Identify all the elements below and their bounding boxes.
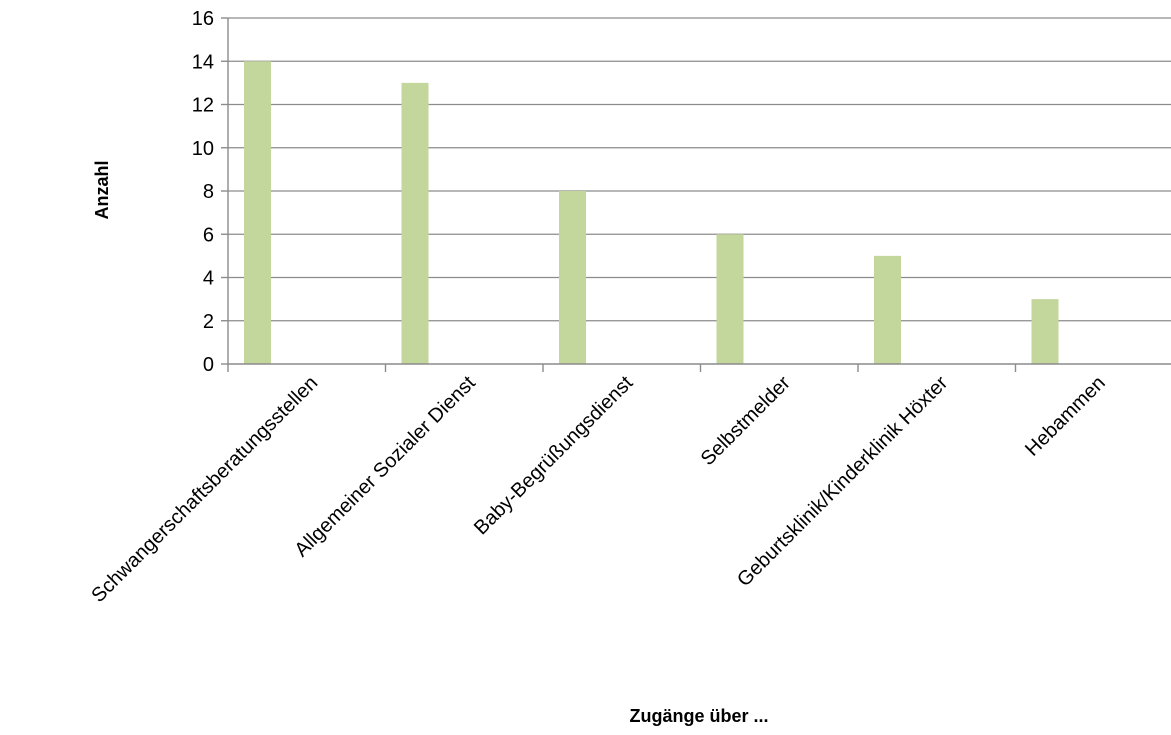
- bar: [559, 191, 586, 364]
- y-tick-label: 4: [203, 268, 214, 290]
- bar: [1031, 299, 1059, 364]
- y-tick-label: 0: [203, 354, 214, 376]
- x-tick-label: Selbstmelder: [697, 372, 795, 470]
- y-axis-title: Anzahl: [92, 160, 112, 219]
- x-tick-label: Baby-Begrüßungsdienst: [470, 372, 638, 540]
- bar: [401, 82, 429, 364]
- y-tick-labels: 0 2 4 6 8 10 12 14 16: [192, 8, 214, 376]
- axes: [221, 17, 1171, 372]
- y-tick-label: 12: [192, 95, 214, 117]
- x-tick-label: Allgemeiner Sozialer Dienst: [291, 372, 481, 562]
- y-tick-label: 2: [203, 311, 214, 333]
- bars: [244, 61, 1059, 364]
- y-tick-label: 10: [192, 138, 214, 160]
- bar: [244, 61, 271, 364]
- x-tick-label: Schwangerschaftsberatungsstellen: [87, 372, 322, 607]
- bar: [716, 234, 744, 364]
- y-tick-label: 8: [203, 181, 214, 203]
- gridlines: [228, 17, 1171, 322]
- bar: [874, 255, 901, 364]
- x-tick-labels: SchwangerschaftsberatungsstellenAllgemei…: [87, 372, 1109, 607]
- y-tick-label: 14: [192, 51, 214, 73]
- y-tick-label: 6: [203, 224, 214, 246]
- y-tick-label: 16: [192, 8, 214, 30]
- x-tick-label: Hebammen: [1021, 372, 1110, 461]
- x-axis-title: Zugänge über ...: [629, 706, 768, 726]
